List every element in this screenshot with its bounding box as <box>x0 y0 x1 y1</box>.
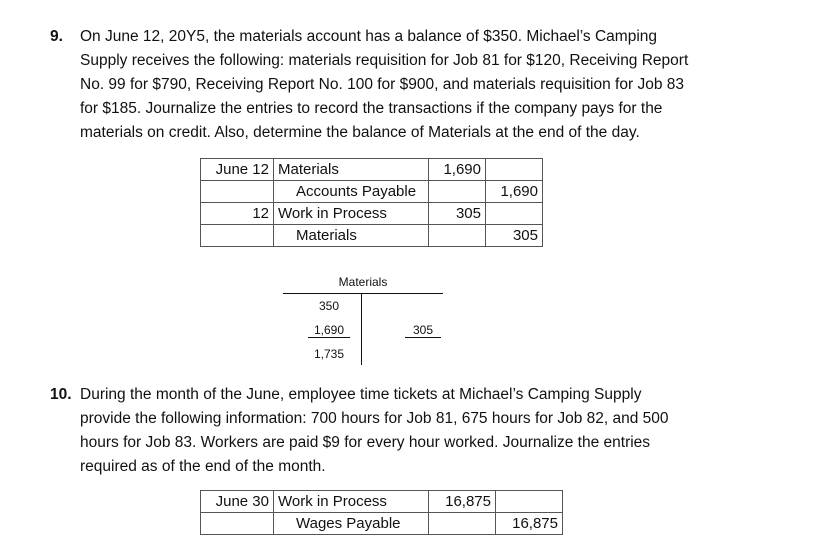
t-account: Materials 350 1,690 1,735 305 <box>283 275 463 370</box>
problem-number: 10. <box>50 386 72 403</box>
problem-9: 9. On June 12, 20Y5, the materials accou… <box>50 25 688 145</box>
t-account-debit: 1,690 <box>308 323 350 338</box>
problem-line: On June 12, 20Y5, the materials account … <box>80 28 658 45</box>
problem-line: Supply receives the following: materials… <box>80 52 689 69</box>
t-account-horizontal-line <box>283 293 443 294</box>
journal-credit <box>495 490 563 513</box>
journal-row: Accounts Payable 1,690 <box>200 180 543 203</box>
journal-account: Work in Process <box>273 490 429 513</box>
journal-credit: 16,875 <box>495 512 563 535</box>
journal-debit: 305 <box>428 202 486 225</box>
journal-row: 12 Work in Process 305 <box>200 202 543 225</box>
journal-account: Materials <box>273 224 429 247</box>
journal-debit: 1,690 <box>428 158 486 181</box>
journal-row: Materials 305 <box>200 224 543 247</box>
problem-10: 10. During the month of the June, employ… <box>50 383 669 479</box>
t-account-title: Materials <box>338 275 388 289</box>
journal-account: Wages Payable <box>273 512 429 535</box>
t-account-debit: 350 <box>318 299 340 313</box>
journal-table-10: June 30 Work in Process 16,875 Wages Pay… <box>200 490 563 535</box>
journal-account: Work in Process <box>273 202 429 225</box>
journal-credit: 305 <box>485 224 543 247</box>
journal-date: 12 <box>200 202 274 225</box>
journal-debit <box>428 180 486 203</box>
problem-line: No. 99 for $790, Receiving Report No. 10… <box>80 76 684 93</box>
journal-debit <box>428 512 496 535</box>
problem-line: hours for Job 83. Workers are paid $9 fo… <box>80 434 651 451</box>
journal-debit: 16,875 <box>428 490 496 513</box>
problem-line: provide the following information: 700 h… <box>80 410 669 427</box>
journal-date: June 12 <box>200 158 274 181</box>
journal-date: June 30 <box>200 490 274 513</box>
problem-line: for $185. Journalize the entries to reco… <box>80 100 663 117</box>
problem-text: During the month of the June, employee t… <box>80 383 669 479</box>
t-account-vertical-line <box>361 293 362 365</box>
problem-line: During the month of the June, employee t… <box>80 386 642 403</box>
journal-credit: 1,690 <box>485 180 543 203</box>
journal-table-9: June 12 Materials 1,690 Accounts Payable… <box>200 158 543 247</box>
journal-row: June 12 Materials 1,690 <box>200 158 543 181</box>
journal-account: Accounts Payable <box>273 180 429 203</box>
problem-number: 9. <box>50 28 63 45</box>
journal-date <box>200 180 274 203</box>
t-account-credit: 305 <box>405 323 441 338</box>
problem-line: required as of the end of the month. <box>80 458 326 475</box>
journal-row: Wages Payable 16,875 <box>200 512 563 535</box>
journal-credit <box>485 202 543 225</box>
journal-date <box>200 224 274 247</box>
journal-debit <box>428 224 486 247</box>
journal-account: Materials <box>273 158 429 181</box>
journal-credit <box>485 158 543 181</box>
journal-date <box>200 512 274 535</box>
problem-text: On June 12, 20Y5, the materials account … <box>80 25 688 145</box>
t-account-balance: 1,735 <box>313 347 345 361</box>
problem-line: materials on credit. Also, determine the… <box>80 124 640 141</box>
journal-row: June 30 Work in Process 16,875 <box>200 490 563 513</box>
